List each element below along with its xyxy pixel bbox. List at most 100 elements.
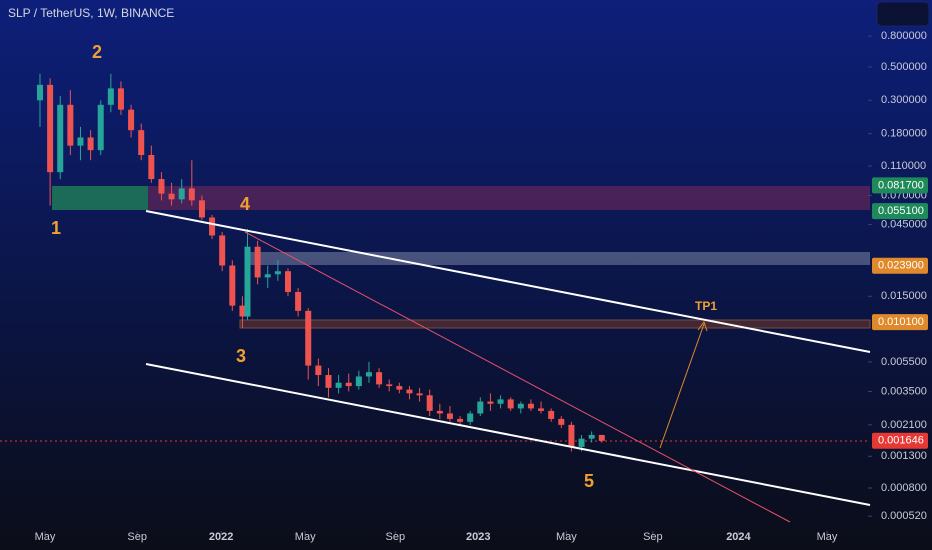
x-tick-label: Sep xyxy=(643,531,663,543)
candle-body xyxy=(416,393,423,396)
candle-body xyxy=(345,382,352,387)
y-tick-label: 0.045000 xyxy=(881,218,927,230)
candle-body xyxy=(219,235,226,266)
annotation: 4 xyxy=(240,194,250,214)
candle-body xyxy=(527,403,534,409)
candle-body xyxy=(128,109,135,131)
price-tag-label: 0.010100 xyxy=(878,316,924,328)
candle-body xyxy=(158,179,165,194)
price-tag xyxy=(872,257,928,274)
candle-body xyxy=(168,193,175,200)
y-tick-label: 0.015000 xyxy=(881,290,927,302)
candle-body xyxy=(254,246,261,278)
candle-body xyxy=(538,408,545,411)
annotation: 5 xyxy=(584,471,594,491)
candle-body xyxy=(36,84,43,101)
supply-zone xyxy=(148,186,870,210)
candle-body xyxy=(497,399,504,404)
x-tick-label: May xyxy=(295,531,316,543)
y-tick-label: 0.000800 xyxy=(881,482,927,494)
candle-body xyxy=(47,84,54,173)
candle-body xyxy=(188,188,195,201)
candle-body xyxy=(244,246,251,317)
target-zone xyxy=(239,319,871,329)
y-tick-label: 0.300000 xyxy=(881,94,927,106)
candle-body xyxy=(467,413,474,422)
annotation: TP1 xyxy=(695,299,717,313)
upper-channel-line xyxy=(145,210,871,353)
candle-body xyxy=(87,137,94,151)
candle-body xyxy=(568,424,575,447)
price-tag-label: 0.001646 xyxy=(878,435,924,447)
price-tag-label: 0.081700 xyxy=(878,179,924,191)
settings-box[interactable] xyxy=(876,1,930,27)
candle-body xyxy=(436,410,443,414)
candle-body xyxy=(517,403,524,409)
candle-body xyxy=(107,88,114,105)
candle-body xyxy=(284,271,291,293)
x-tick-label: May xyxy=(817,531,838,543)
candle-body xyxy=(295,292,302,311)
candle-body xyxy=(148,155,155,180)
candle-body xyxy=(598,434,605,441)
candle-body xyxy=(578,438,585,447)
price-tag-label: 0.023900 xyxy=(878,260,924,272)
candle-body xyxy=(355,376,362,387)
candle-body xyxy=(365,372,372,377)
candle-body xyxy=(229,265,236,306)
annotation: 3 xyxy=(236,346,246,366)
candle-body xyxy=(178,188,185,200)
price-tag xyxy=(872,432,928,449)
x-tick-label: 2024 xyxy=(726,531,751,543)
candle-body xyxy=(239,305,246,317)
candle-body xyxy=(396,386,403,390)
y-tick-label: 0.110000 xyxy=(881,160,926,172)
candle-body xyxy=(198,200,205,218)
x-tick-label: 2022 xyxy=(209,531,233,543)
candle-body xyxy=(57,104,64,173)
candle-body xyxy=(209,217,216,236)
candle-body xyxy=(426,395,433,411)
candle-body xyxy=(406,389,413,394)
x-tick-label: 2023 xyxy=(466,531,490,543)
candle-body xyxy=(446,413,453,419)
price-tag xyxy=(872,203,928,220)
candle-body xyxy=(315,365,322,376)
trend-line xyxy=(244,231,791,523)
x-tick-label: May xyxy=(35,531,56,543)
candle-body xyxy=(507,399,514,409)
resistance-zone xyxy=(245,252,870,265)
candle-body xyxy=(138,130,145,156)
candle-body xyxy=(67,104,74,146)
price-tag xyxy=(872,314,928,331)
y-tick-label: 0.003500 xyxy=(881,385,927,397)
y-tick-label: 0.000520 xyxy=(881,510,927,522)
candle-body xyxy=(558,418,565,425)
x-tick-label: May xyxy=(556,531,577,543)
candle-body xyxy=(305,310,312,366)
demand-zone xyxy=(52,186,148,210)
candle-body xyxy=(264,274,271,278)
annotation: 2 xyxy=(92,42,102,62)
candle-body xyxy=(335,382,342,388)
chart-title: SLP / TetherUS, 1W, BINANCE xyxy=(8,6,174,20)
y-tick-label: 0.500000 xyxy=(881,61,927,73)
arrow-head xyxy=(697,320,708,332)
candle-body xyxy=(325,375,332,388)
candle-body xyxy=(548,410,555,419)
lower-channel-line xyxy=(145,363,871,506)
target-arrow xyxy=(659,323,705,449)
price-tag-label: 0.055100 xyxy=(878,205,924,217)
candle-body xyxy=(386,384,393,387)
candle-body xyxy=(117,88,124,110)
y-tick-label: 0.180000 xyxy=(881,128,927,140)
candle-body xyxy=(457,418,464,422)
candle-body xyxy=(77,137,84,146)
y-tick-label: 0.005500 xyxy=(881,356,927,368)
candle-body xyxy=(376,372,383,385)
candle-body xyxy=(487,401,494,404)
y-tick-label: 0.002100 xyxy=(881,419,927,431)
y-tick-label: 0.800000 xyxy=(881,30,927,42)
